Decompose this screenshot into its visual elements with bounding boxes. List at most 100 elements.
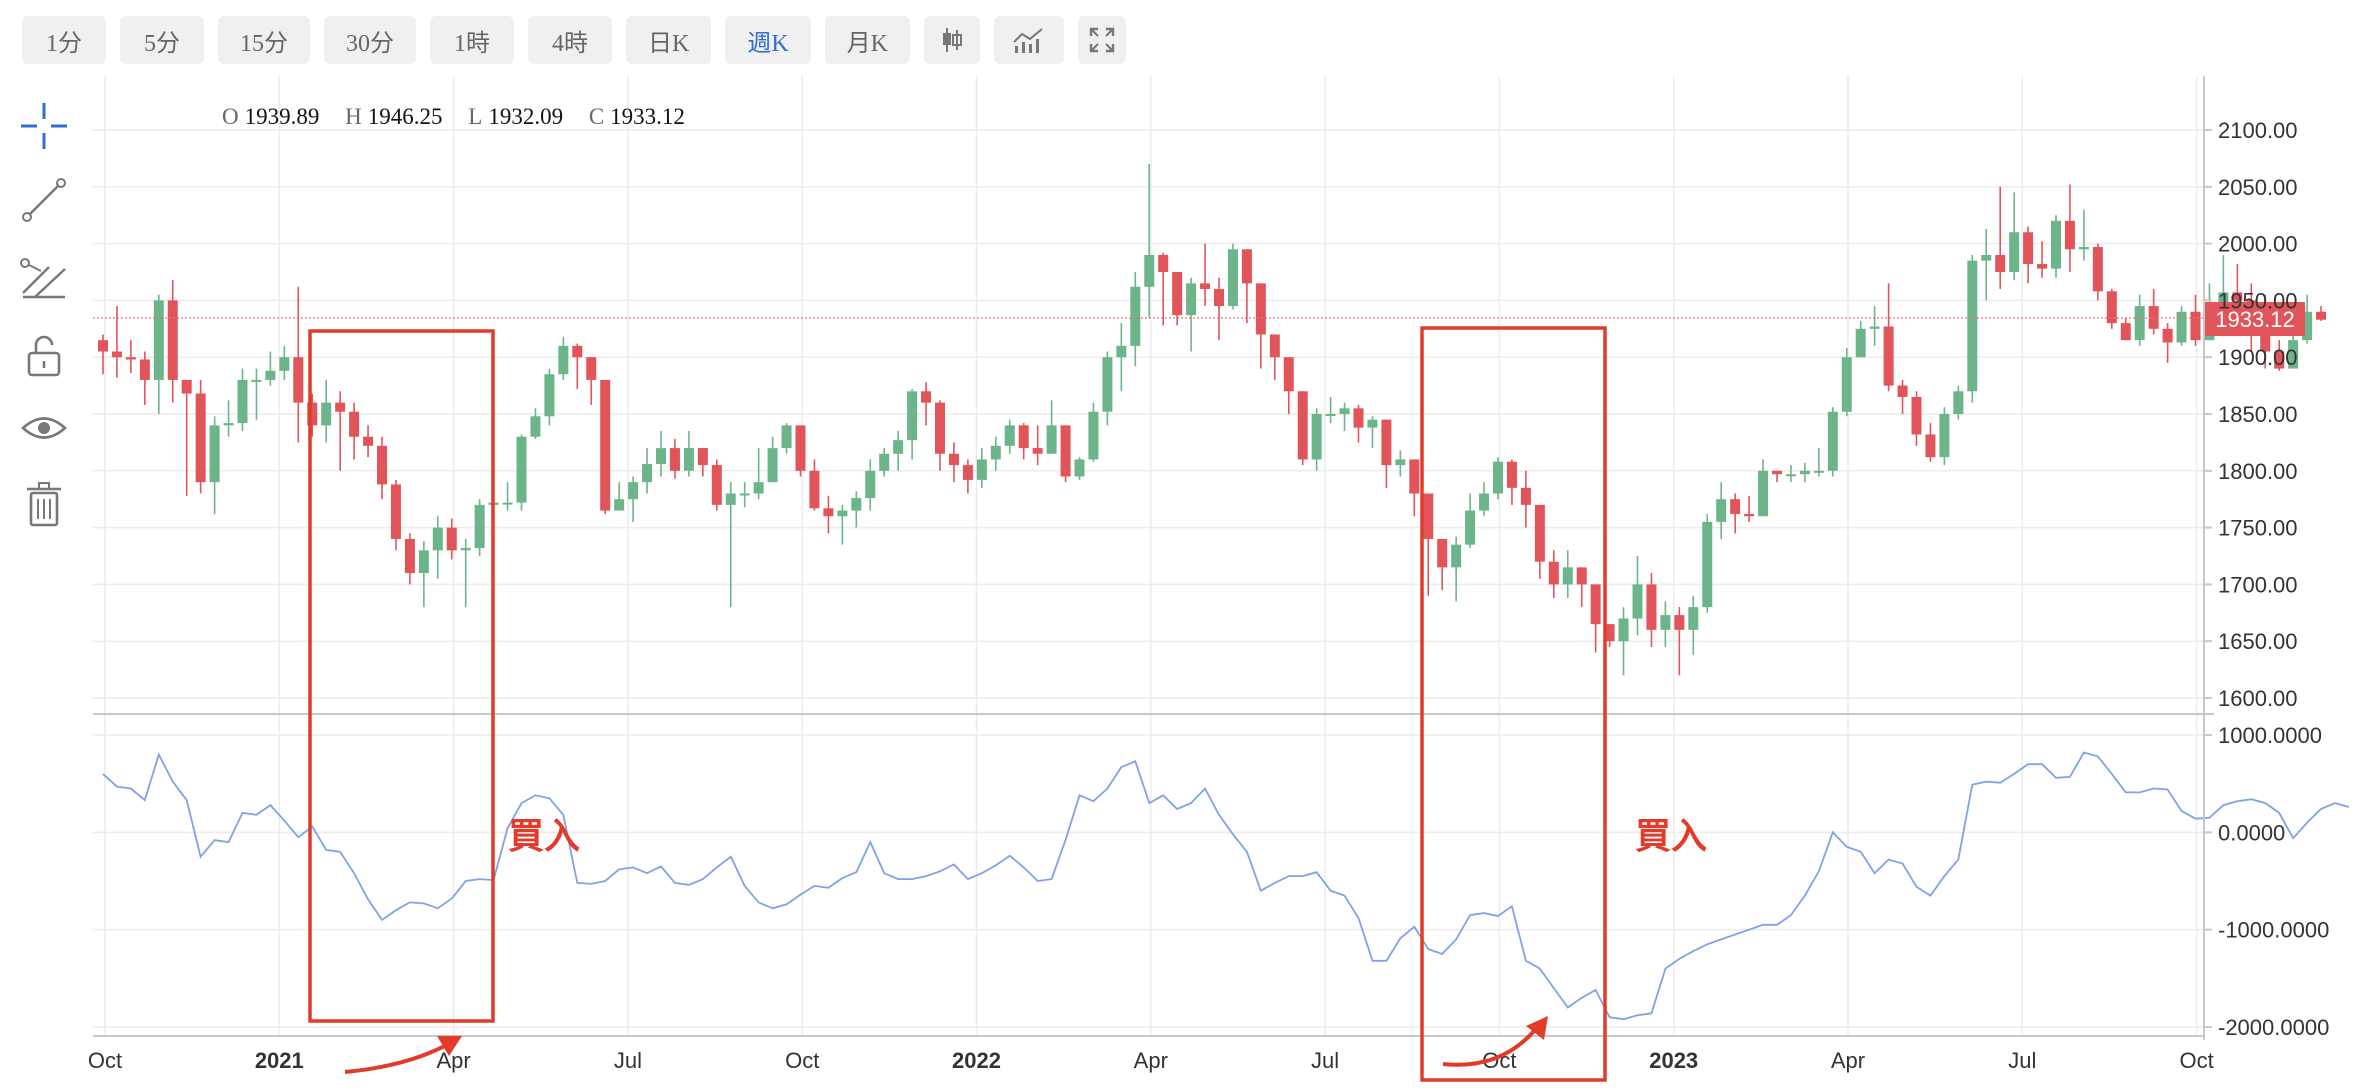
candle-body: [1799, 470, 1810, 475]
indicator-pane: [102, 751, 2350, 1021]
candle-body: [363, 436, 374, 446]
candle-body: [2009, 232, 2020, 272]
candle-body: [279, 357, 290, 371]
candle-body: [335, 402, 346, 412]
indicator-tick-label: 1000.0000: [2218, 723, 2322, 748]
fullscreen-button[interactable]: [1078, 16, 1127, 64]
candle-body: [1813, 470, 1824, 473]
time-tick-label: Oct: [785, 1048, 819, 1073]
candle-body: [739, 493, 750, 496]
timeframe-weekly[interactable]: 週K: [725, 16, 811, 64]
price-tick-label: 1950.00: [2218, 288, 2298, 313]
price-tick-label: 1900.00: [2218, 345, 2298, 370]
time-tick-label: Jul: [1311, 1048, 1339, 1073]
candle-body: [1841, 357, 1852, 412]
multi-line-tool[interactable]: [16, 250, 72, 306]
delete-tool[interactable]: [16, 476, 72, 532]
eye-icon: [21, 417, 67, 439]
lock-toggle-tool[interactable]: [16, 328, 72, 384]
candle-body: [781, 425, 792, 449]
candle-body: [1060, 425, 1071, 477]
candlestick-type-button[interactable]: [924, 16, 981, 64]
ohlc-readout: O 1939.89 H 1946.25 L 1932.09 C 1933.12: [222, 104, 685, 129]
candle-body: [1534, 504, 1545, 562]
trash-icon: [27, 482, 61, 527]
crosshair-icon: [21, 103, 67, 149]
candle-body: [725, 493, 736, 505]
candle-body: [921, 391, 932, 403]
candle-body: [1018, 425, 1029, 449]
timeframe-daily[interactable]: 日K: [626, 16, 712, 64]
candle-body: [1283, 357, 1294, 392]
trend-line-tool[interactable]: [16, 172, 72, 228]
time-tick-label: Oct: [2179, 1048, 2213, 1073]
candle-body: [2037, 264, 2048, 269]
candle-body: [1981, 254, 1992, 261]
candle-body: [907, 391, 918, 441]
candle-body: [1032, 448, 1043, 454]
candle-body: [558, 345, 569, 375]
candle-body: [809, 470, 820, 509]
candle-body: [2092, 247, 2103, 292]
crosshair-tool[interactable]: [16, 98, 72, 154]
indicator-line: [102, 751, 2350, 1021]
buy-arrow-head: [437, 1036, 462, 1056]
candle-body: [1590, 584, 1601, 625]
buy-annotation-1: 買入: [308, 329, 580, 1074]
ohlc-high-label: H: [345, 104, 362, 129]
time-tick-label: 2022: [952, 1048, 1001, 1073]
buy-annotation-2: 買入: [1420, 326, 1707, 1082]
buy-label: 買入: [508, 816, 580, 857]
candle-body: [2232, 292, 2243, 301]
candle-body: [2023, 232, 2034, 265]
candle-body: [1716, 499, 1727, 522]
candle-body: [1632, 584, 1643, 619]
buy-zone-box: [308, 329, 495, 1023]
candle-body: [237, 379, 248, 424]
indicator-tick-label: -2000.0000: [2218, 1015, 2329, 1040]
candle-body: [1381, 419, 1392, 466]
timeframe-15min[interactable]: 15分: [218, 16, 310, 64]
timeframe-1hour[interactable]: 1時: [430, 16, 514, 64]
candle-body: [1702, 521, 1713, 608]
candle-body: [1367, 419, 1378, 428]
candle-body: [1493, 461, 1503, 494]
indicator-tick-label: 0.0000: [2218, 820, 2285, 845]
candle-body: [795, 425, 806, 471]
time-tick-label: 2023: [1649, 1048, 1698, 1073]
candle-body: [2120, 323, 2131, 341]
timeframe-4hour[interactable]: 4時: [528, 16, 612, 64]
candle-body: [614, 499, 625, 511]
candle-body: [1158, 254, 1169, 272]
indicator-button[interactable]: [994, 16, 1065, 64]
candle-body: [418, 550, 429, 574]
candle-body: [1869, 326, 1880, 329]
candle-body: [223, 423, 234, 426]
candle-body: [1102, 357, 1113, 412]
candle-body: [656, 448, 666, 464]
candle-body: [2106, 291, 2117, 324]
candle-body: [265, 370, 276, 380]
candle-body: [1995, 254, 2006, 272]
timeframe-monthly[interactable]: 月K: [824, 16, 911, 64]
candle-body: [823, 508, 834, 517]
candle-body: [474, 504, 485, 549]
candle-body: [1660, 615, 1671, 630]
time-tick-label: 2021: [255, 1048, 304, 1073]
candle-body: [865, 470, 876, 499]
buy-label: 買入: [1635, 816, 1707, 857]
timeframe-1min[interactable]: 1分: [22, 16, 106, 64]
candle-body: [1772, 470, 1782, 475]
last-price-label: 1933.12: [2215, 307, 2295, 332]
candle-body: [1325, 414, 1336, 416]
candle-body: [1506, 461, 1517, 488]
timeframe-toolbar: 1分 5分 15分 30分 1時 4時 日K 週K 月K: [22, 16, 1127, 64]
timeframe-30min[interactable]: 30分: [324, 16, 416, 64]
trend-line-icon: [22, 178, 66, 222]
candle-body: [98, 340, 108, 352]
visibility-tool[interactable]: [16, 400, 72, 456]
timeframe-5min[interactable]: 5分: [120, 16, 204, 64]
candle-body: [2190, 311, 2201, 341]
candle-body: [1130, 286, 1141, 346]
